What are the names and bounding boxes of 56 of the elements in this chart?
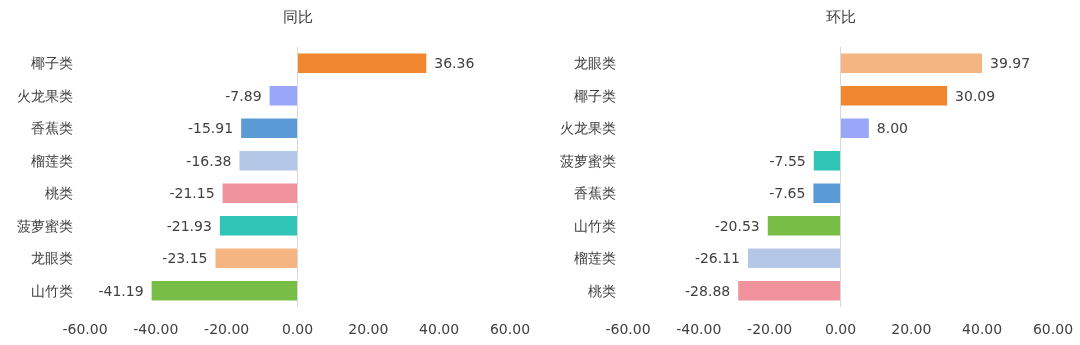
x-tick-label: 0.00 bbox=[281, 321, 314, 337]
data-label: -7.65 bbox=[769, 185, 806, 202]
data-label: -20.53 bbox=[714, 217, 760, 234]
chart-title: 同比 bbox=[282, 8, 313, 26]
y-tick-label: 椰子类 bbox=[31, 55, 73, 72]
x-tick-label: -40.00 bbox=[676, 321, 722, 337]
y-tick-label: 菠萝蜜类 bbox=[560, 152, 616, 169]
y-tick-label: 椰子类 bbox=[574, 87, 616, 104]
bar bbox=[738, 281, 841, 301]
bar bbox=[748, 248, 841, 268]
data-label: -7.55 bbox=[769, 152, 806, 169]
bar bbox=[813, 151, 841, 171]
data-label: -21.15 bbox=[169, 185, 215, 202]
x-tick-label: 60.00 bbox=[1032, 321, 1074, 337]
data-label: -23.15 bbox=[162, 250, 208, 267]
y-tick-label: 火龙果类 bbox=[560, 120, 616, 137]
y-tick-label: 菠萝蜜类 bbox=[17, 217, 73, 234]
data-label: -7.89 bbox=[225, 87, 262, 104]
x-tick-label: -20.00 bbox=[204, 321, 250, 337]
y-tick-label: 山竹类 bbox=[31, 282, 73, 299]
data-label: 36.36 bbox=[434, 55, 475, 72]
bar bbox=[813, 183, 841, 203]
x-tick-label: -60.00 bbox=[62, 321, 108, 337]
data-label: -16.38 bbox=[186, 152, 232, 169]
data-label: -28.88 bbox=[685, 282, 731, 299]
y-tick-label: 香蕉类 bbox=[574, 185, 616, 202]
data-label: -21.93 bbox=[166, 217, 212, 234]
x-tick-label: 20.00 bbox=[891, 321, 932, 337]
bar bbox=[840, 53, 983, 73]
chart-title: 环比 bbox=[825, 8, 856, 26]
y-tick-label: 龙眼类 bbox=[574, 55, 616, 72]
bar bbox=[840, 118, 869, 138]
y-tick-label: 山竹类 bbox=[574, 217, 616, 234]
data-label: -41.19 bbox=[98, 282, 144, 299]
data-label: -26.11 bbox=[694, 250, 741, 267]
y-tick-label: 龙眼类 bbox=[31, 250, 73, 267]
bar bbox=[840, 86, 948, 106]
x-tick-label: -20.00 bbox=[747, 321, 793, 337]
data-label: 30.09 bbox=[955, 87, 996, 104]
data-label: 39.97 bbox=[990, 55, 1031, 72]
y-tick-label: 桃类 bbox=[45, 185, 73, 202]
y-tick-label: 榴莲类 bbox=[574, 250, 616, 267]
y-tick-label: 火龙果类 bbox=[17, 87, 73, 104]
x-tick-label: 40.00 bbox=[419, 321, 460, 337]
y-tick-label: 香蕉类 bbox=[31, 120, 73, 137]
y-tick-label: 榴莲类 bbox=[31, 152, 73, 169]
x-tick-label: 20.00 bbox=[348, 321, 389, 337]
x-tick-label: 0.00 bbox=[824, 321, 857, 337]
data-label: -15.91 bbox=[188, 120, 234, 137]
y-tick-label: 桃类 bbox=[588, 282, 616, 299]
x-tick-label: -40.00 bbox=[133, 321, 179, 337]
data-label: 8.00 bbox=[876, 120, 909, 137]
x-tick-label: 40.00 bbox=[962, 321, 1003, 337]
bar bbox=[767, 216, 841, 236]
x-tick-label: 60.00 bbox=[489, 321, 531, 337]
x-tick-label: -60.00 bbox=[605, 321, 651, 337]
